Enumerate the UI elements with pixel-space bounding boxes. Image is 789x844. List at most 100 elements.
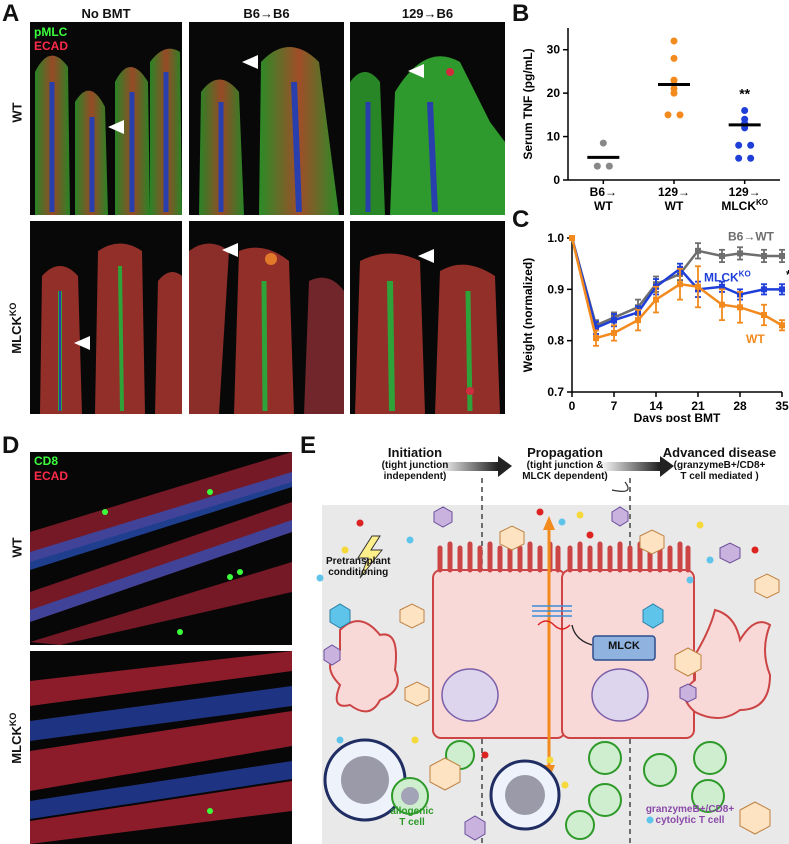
arrowhead-marker — [418, 249, 434, 263]
x-tick-label: WT — [594, 199, 613, 213]
micrograph-ko-nobmt-art — [30, 221, 182, 414]
x-tick-label: 14 — [649, 399, 663, 413]
row-label-mlck-text: MLCK — [9, 316, 25, 354]
data-point — [653, 296, 659, 303]
data-point — [737, 304, 743, 311]
y-tick-label: 0 — [553, 173, 560, 187]
data-point — [569, 235, 575, 241]
data-point — [635, 317, 641, 324]
data-point — [741, 107, 749, 115]
d-row-label-wt: WT — [9, 537, 25, 558]
data-point — [599, 139, 607, 147]
stage-propagation-title: Propagation — [527, 445, 603, 460]
x-tick-label: B6→ — [590, 185, 617, 199]
micrograph-wt-129b6-art — [350, 22, 505, 215]
data-point — [593, 335, 599, 342]
data-point — [761, 312, 767, 318]
micrograph-ko-b6b6-art — [189, 221, 344, 414]
data-point — [695, 283, 701, 290]
legend-cd8: CD8 — [34, 454, 59, 468]
x-tick-label-sup: KO — [756, 198, 768, 207]
micrograph-d-wt: CD8 ECAD — [30, 452, 292, 645]
allogenic-t-cell — [391, 777, 429, 815]
data-point — [737, 250, 743, 257]
micrograph-d-ko-art — [30, 651, 292, 844]
x-tick-label: 129→ — [729, 185, 761, 199]
micrograph-wt-nobmt: pMLC ECAD — [30, 22, 182, 215]
micrograph-ko-129b6 — [350, 221, 505, 414]
tight-junction — [532, 605, 572, 630]
panel-e-letter: E — [300, 432, 317, 459]
significance-marker: ** — [739, 86, 750, 102]
y-tick-label: 0.7 — [547, 385, 564, 399]
stage-arrow-2 — [600, 456, 674, 477]
weight-line-chart: 0.7 0.8 0.9 1.0 0 7 14 21 28 35 Days post BMT Weigh… — [521, 230, 789, 422]
data-point — [719, 283, 725, 290]
d-row-label-mlckko: MLCKKO — [8, 708, 24, 768]
x-tick-label: 35 — [775, 399, 789, 413]
stage-propagation-sub2: MLCK dependent) — [522, 471, 608, 482]
arrowhead-marker — [222, 243, 238, 257]
x-axis-label: Days post BMT — [634, 411, 721, 422]
stage-advanced: Advanced disease (granzymeB+/CD8+ T cell… — [650, 445, 789, 482]
col-header-b6-b6: B6→B6 — [243, 6, 290, 21]
macrophage-center — [489, 759, 561, 831]
data-point — [676, 111, 684, 119]
data-point — [719, 301, 725, 308]
x-tick-label: MLCKKO — [721, 198, 768, 213]
panel-b-letter: B — [512, 0, 530, 27]
y-axis-label: Serum TNF (pg/mL) — [521, 48, 535, 159]
legend-pmlc: pMLC — [34, 25, 68, 39]
data-point — [779, 322, 785, 329]
allogenic-line2: T cell — [399, 817, 425, 828]
series-label-wt: WT — [746, 332, 765, 346]
data-point — [747, 141, 755, 149]
data-point — [593, 324, 599, 331]
micrograph-wt-b6b6 — [189, 22, 344, 215]
arrowhead-marker — [242, 55, 258, 69]
data-point — [747, 154, 755, 162]
micrograph-ko-nobmt — [30, 221, 182, 414]
feedback-arrow — [611, 481, 629, 492]
series-label-ko-sup: KO — [739, 270, 751, 279]
y-tick-label: 30 — [547, 43, 561, 57]
stage-advanced-title: Advanced disease — [662, 445, 777, 460]
pretransplant-label: Pretransplant conditioning — [326, 556, 390, 578]
series-label-mlckko: MLCKKO — [704, 270, 751, 285]
data-point — [735, 154, 743, 162]
stage-initiation-sub2: independent) — [383, 471, 447, 482]
row-label-wt: WT — [9, 102, 25, 123]
y-tick-label: 20 — [547, 86, 561, 100]
x-tick-label: 21 — [691, 399, 705, 413]
significance-marker: * — [786, 267, 789, 282]
stage-initiation: Initiation (tight junction independent) — [355, 445, 475, 482]
data-point — [670, 54, 678, 62]
legend-ecad-d: ECAD — [34, 469, 69, 483]
micrograph-d-wt-art — [30, 452, 292, 645]
pretransplant-line2: conditioning — [328, 567, 389, 578]
cytolytic-label: granzymeB+/CD8+ cytolytic T cell — [630, 804, 750, 826]
x-tick-label: 0 — [569, 399, 576, 413]
y-tick-label: 0.9 — [547, 282, 564, 296]
data-point — [611, 317, 617, 324]
d-row-label-mlck-text: MLCK — [9, 726, 25, 764]
data-point — [670, 89, 678, 97]
arrowhead-marker — [408, 64, 424, 78]
x-tick-label: 129→ — [658, 185, 690, 199]
micrograph-wt-nobmt-art — [30, 22, 182, 215]
dendritic-cell-right — [684, 608, 772, 719]
legend-ecad: ECAD — [34, 39, 69, 53]
data-point — [779, 252, 785, 259]
mlck-label: MLCK — [608, 640, 640, 652]
micrograph-wt-129b6 — [350, 22, 505, 215]
stage-advanced-sub2: T cell mediated ) — [680, 471, 759, 482]
t-cell — [445, 740, 727, 840]
stage-initiation-title: Initiation — [387, 445, 443, 460]
panel-d-letter: D — [2, 432, 20, 459]
data-point — [761, 252, 767, 259]
panel-c-letter: C — [512, 206, 530, 233]
cytolytic-line2: cytolytic T cell — [655, 815, 725, 826]
data-point — [761, 286, 767, 293]
y-axis-label: Weight (normalized) — [521, 258, 535, 372]
